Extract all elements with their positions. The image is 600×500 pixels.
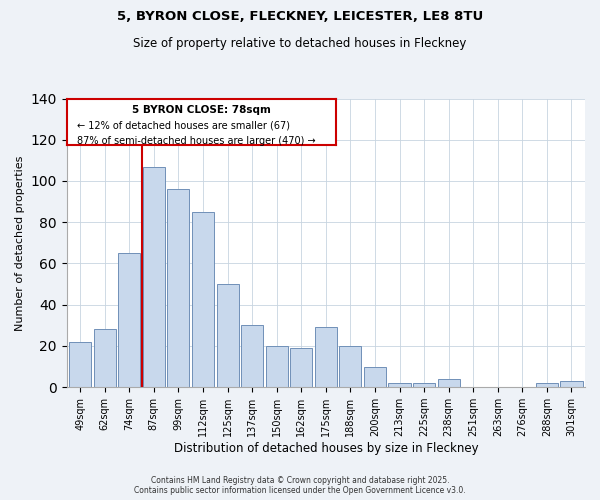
Bar xyxy=(364,366,386,387)
Bar xyxy=(340,346,361,387)
Bar xyxy=(143,166,165,387)
Bar xyxy=(94,330,116,387)
Bar xyxy=(536,383,558,387)
Text: Size of property relative to detached houses in Fleckney: Size of property relative to detached ho… xyxy=(133,38,467,51)
Bar xyxy=(266,346,288,387)
Text: 5, BYRON CLOSE, FLECKNEY, LEICESTER, LE8 8TU: 5, BYRON CLOSE, FLECKNEY, LEICESTER, LE8… xyxy=(117,10,483,23)
Bar xyxy=(315,328,337,387)
Y-axis label: Number of detached properties: Number of detached properties xyxy=(15,155,25,330)
Bar xyxy=(167,189,190,387)
Bar xyxy=(241,326,263,387)
Bar xyxy=(69,342,91,387)
Bar xyxy=(388,383,410,387)
Bar xyxy=(118,253,140,387)
Bar xyxy=(437,379,460,387)
Bar xyxy=(192,212,214,387)
Bar xyxy=(290,348,313,387)
X-axis label: Distribution of detached houses by size in Fleckney: Distribution of detached houses by size … xyxy=(173,442,478,455)
Text: Contains HM Land Registry data © Crown copyright and database right 2025.
Contai: Contains HM Land Registry data © Crown c… xyxy=(134,476,466,495)
Bar xyxy=(413,383,435,387)
Bar xyxy=(217,284,239,387)
Bar xyxy=(560,381,583,387)
